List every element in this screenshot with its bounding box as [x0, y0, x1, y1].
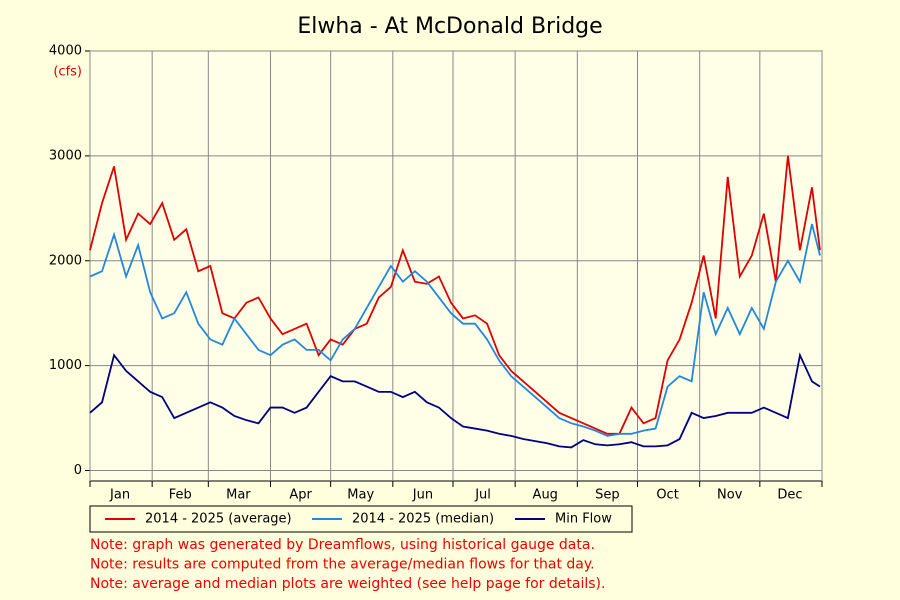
y-unit: (cfs) — [53, 65, 82, 80]
note: Note: graph was generated by Dreamflows,… — [90, 537, 595, 553]
x-tick-label: Sep — [595, 488, 620, 503]
x-tick-label: Dec — [777, 488, 802, 503]
x-tick-label: Jan — [109, 488, 130, 503]
legend-label: Min Flow — [555, 512, 612, 527]
series-line — [89, 352, 821, 449]
x-tick-label: Mar — [226, 488, 251, 503]
legend-label: 2014 - 2025 (median) — [352, 512, 494, 527]
y-tick-label: 4000 — [49, 44, 82, 59]
series-line — [89, 223, 821, 437]
x-tick-label: Jun — [412, 488, 433, 503]
x-tick-label: Oct — [656, 488, 678, 503]
legend-box — [89, 505, 633, 533]
chart-title: Elwha - At McDonald Bridge — [297, 14, 602, 39]
x-tick-label: Jul — [474, 488, 491, 503]
y-tick-label: 0 — [74, 463, 82, 478]
x-tick-label: Nov — [717, 488, 743, 503]
note: Note: results are computed from the aver… — [90, 557, 595, 573]
note: Note: average and median plots are weigh… — [90, 576, 605, 592]
legend-label: 2014 - 2025 (average) — [145, 512, 292, 527]
y-tick-label: 2000 — [49, 253, 82, 268]
x-tick-label: Feb — [169, 488, 192, 503]
x-tick-label: Aug — [533, 488, 558, 503]
x-tick-label: Apr — [289, 488, 312, 503]
x-tick-label: May — [347, 488, 374, 503]
y-tick-label: 3000 — [49, 148, 82, 163]
y-tick-label: 1000 — [49, 358, 82, 373]
series-line — [89, 155, 821, 435]
